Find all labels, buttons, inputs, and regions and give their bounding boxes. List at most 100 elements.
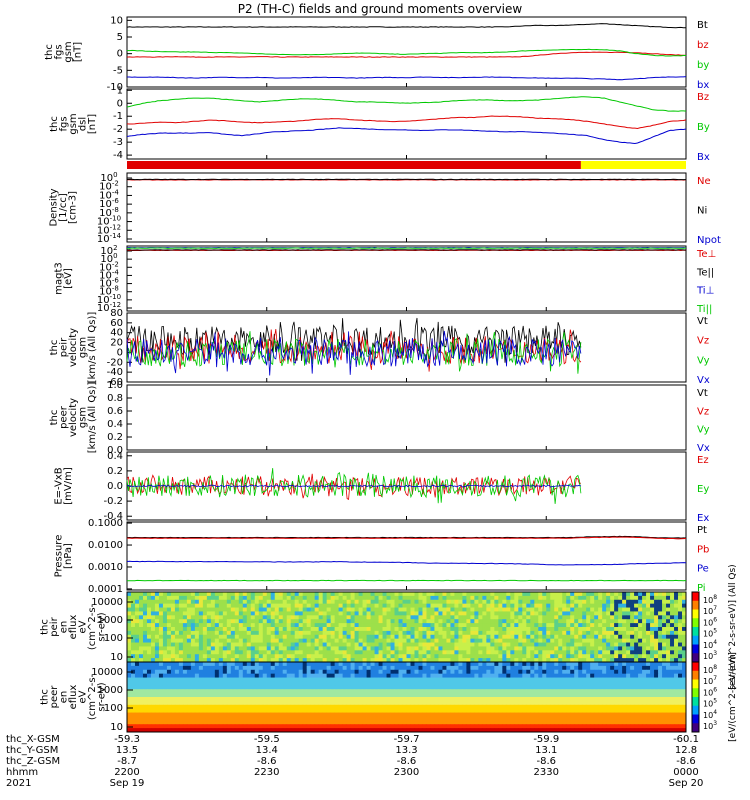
spectrogram-cell [574, 595, 579, 601]
spectrogram-cell [650, 615, 655, 620]
spectrogram-cell [406, 689, 411, 694]
spectrogram-cell [534, 716, 539, 721]
spectrogram-cell [402, 627, 407, 632]
spectrogram-cell [658, 669, 663, 675]
spectrogram-cell [302, 619, 308, 624]
spectrogram-cell [622, 697, 627, 702]
spectrogram-cell [614, 669, 619, 675]
spectrogram-cell [342, 611, 348, 616]
spectrogram-cell [470, 595, 475, 601]
y-tick-label: 60 [110, 318, 123, 329]
spectrogram-cell [582, 700, 587, 706]
spectrogram-cell [250, 689, 256, 694]
spectrogram-cell [262, 630, 268, 636]
spectrogram-cell [646, 669, 651, 675]
spectrogram-cell [574, 650, 579, 655]
spectrogram-cell [238, 615, 244, 620]
spectrogram-cell [574, 700, 579, 706]
spectrogram-cell [254, 650, 260, 655]
spectrogram-cell [338, 607, 344, 612]
spectrogram-cell [394, 630, 399, 636]
spectrogram-cell [382, 642, 387, 647]
spectrogram-cell [186, 599, 192, 605]
spectrogram-cell [446, 716, 451, 721]
y-tick-label: 0.0010 [88, 562, 123, 573]
spectrogram-cell [298, 720, 304, 725]
spectrogram-cell [638, 592, 643, 597]
spectrogram-cell [402, 646, 407, 651]
spectrogram-cell [334, 650, 340, 655]
spectrogram-cell [342, 712, 348, 717]
spectrogram-cell [622, 611, 627, 616]
spectrogram-cell [454, 603, 459, 608]
spectrogram-cell [558, 650, 563, 655]
spectrogram-cell [127, 634, 132, 640]
spectrogram-cell [418, 630, 423, 636]
spectrogram-cell [490, 638, 495, 643]
spectrogram-cell [314, 642, 320, 647]
y-tick-exponent: -10 [110, 293, 121, 301]
spectrogram-cell [646, 619, 651, 624]
y-tick-label: 80 [110, 308, 123, 319]
spectrogram-cell [142, 603, 148, 608]
spectrogram-cell [678, 638, 683, 643]
spectrogram-cell [350, 665, 355, 671]
spectrogram-cell [374, 720, 379, 725]
spectrogram-cell [230, 693, 236, 698]
spectrogram-cell [658, 685, 663, 690]
spectrogram-cell [154, 700, 160, 706]
spectrogram-cell [682, 619, 687, 624]
spectrogram-cell [654, 708, 659, 713]
spectrogram-cell [658, 599, 663, 605]
spectrogram-cell [682, 646, 687, 651]
spectrogram-cell [650, 592, 655, 597]
spectrogram-cell [654, 716, 659, 721]
spectrogram-cell [610, 619, 615, 624]
spectrogram-cell [526, 627, 531, 632]
spectrogram-cell [330, 673, 336, 678]
spectrogram-cell [582, 708, 587, 713]
spectrogram-cell [518, 623, 523, 628]
spectrogram-cell [142, 658, 148, 663]
spectrogram-cell [318, 720, 324, 725]
spectrogram-cell [590, 677, 595, 682]
spectrogram-cell [534, 685, 539, 690]
spectrogram-cell [338, 689, 344, 694]
spectrogram-cell [278, 619, 284, 624]
spectrogram-cell [282, 704, 288, 710]
spectrogram-cell [314, 712, 320, 717]
spectrogram-cell [202, 619, 208, 624]
spectrogram-cell [370, 685, 375, 690]
spectrogram-cell [618, 623, 623, 628]
spectrogram-cell [374, 634, 379, 640]
spectrogram-cell [642, 708, 647, 713]
spectrogram-cell [202, 654, 208, 659]
spectrogram-cell [270, 665, 276, 671]
spectrogram-cell [306, 638, 312, 643]
spectrogram-cell [482, 592, 487, 597]
spectrogram-cell [442, 619, 447, 624]
spectrogram-cell [522, 595, 527, 601]
spectrogram-cell [398, 708, 403, 713]
y-tick-exponent: -12 [110, 301, 121, 309]
y-axis-label-line: thc [49, 116, 60, 132]
spectrogram-cell [242, 697, 248, 702]
spectrogram-cell [242, 611, 248, 616]
spectrogram-cell [558, 712, 563, 717]
spectrogram-cell [394, 689, 399, 694]
spectrogram-cell [230, 700, 236, 706]
y-axis-label-line: eflux [68, 615, 79, 640]
spectrogram-cell [282, 658, 288, 663]
spectrogram-cell [338, 693, 344, 698]
spectrogram-cell [230, 720, 236, 725]
spectrogram-cell [638, 611, 643, 616]
spectrogram-cell [538, 669, 543, 675]
spectrogram-cell [278, 592, 284, 597]
spectrogram-cell [127, 708, 132, 713]
spectrogram-cell [478, 642, 483, 647]
spectrogram-cell [134, 665, 140, 671]
spectrogram-cell [378, 673, 383, 678]
spectrogram-cell [270, 677, 276, 682]
spectrogram-cell [638, 607, 643, 612]
spectrogram-cell [386, 611, 391, 616]
